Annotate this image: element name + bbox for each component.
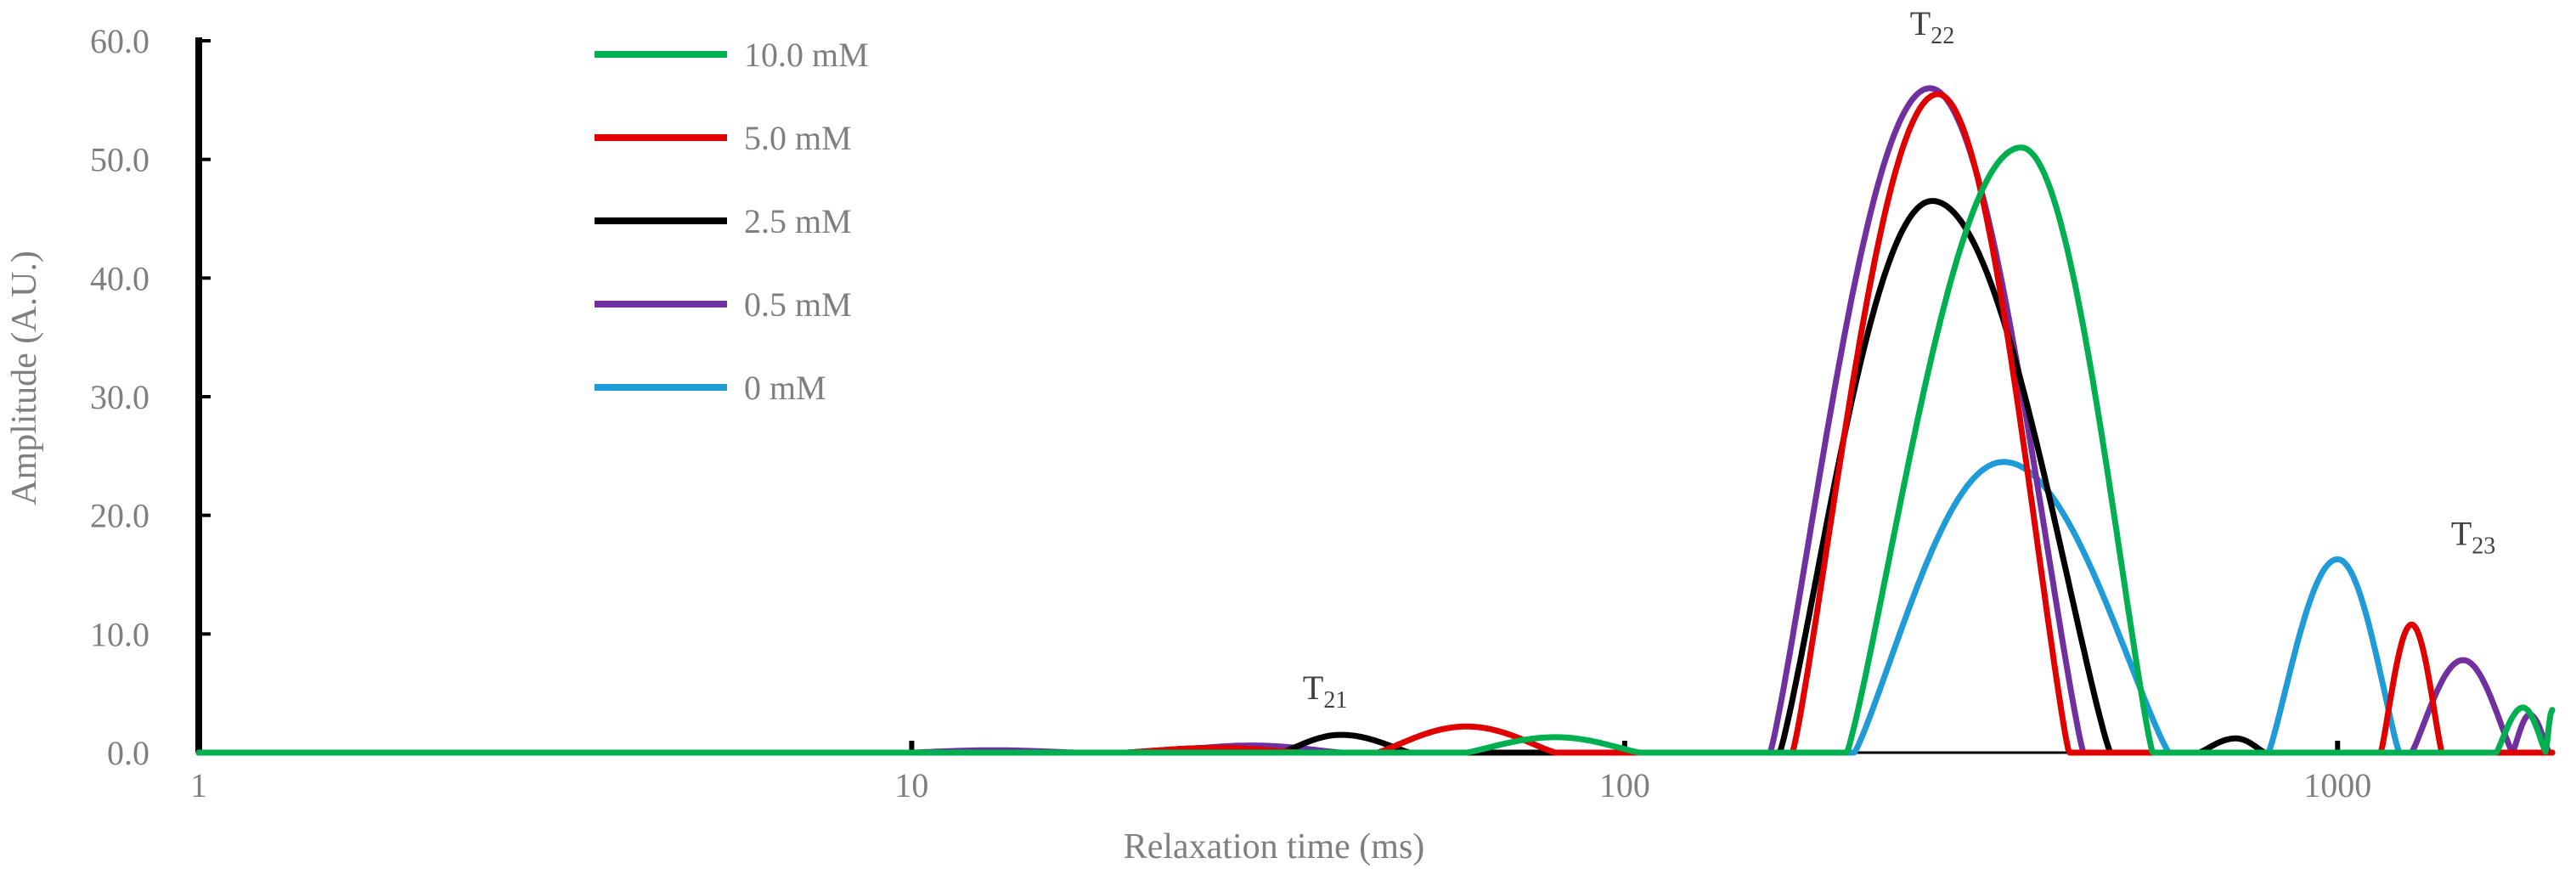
series-line-2-5-mm	[195, 198, 2556, 756]
legend-label: 5.0 mM	[744, 119, 852, 157]
y-tick-label: 20.0	[90, 497, 149, 535]
series-line-10-0-mm	[195, 144, 2556, 756]
peak-label: T23	[2451, 515, 2495, 560]
peak-label-subscript: 22	[1931, 23, 1954, 49]
y-tick-label: 0.0	[107, 734, 149, 772]
axes: 0.0 10.0 20.0 30.0 40.0 50.0 60.0 1 10 100 1000	[90, 22, 2552, 804]
series-line-0-5-mm	[195, 85, 2556, 756]
x-tick-label: 1000	[2303, 766, 2371, 804]
y-tick-label: 60.0	[90, 22, 149, 60]
peak-label-main: T	[1910, 4, 1931, 42]
legend-label: 0 mM	[744, 369, 826, 407]
peak-label-main: T	[1303, 669, 1323, 707]
series-layer	[195, 85, 2556, 756]
x-tick-label: 1	[190, 766, 207, 804]
legend-label: 2.5 mM	[744, 202, 852, 240]
series-line-0-mm	[195, 459, 2556, 756]
y-axis-title: Amplitude (A.U.)	[5, 251, 44, 505]
legend: 10.0 mM 5.0 mM 2.5 mM 0.5 mM 0 mM	[595, 36, 869, 407]
series-line-5-0-mm	[195, 91, 2556, 756]
peak-label-main: T	[2451, 515, 2472, 553]
peak-label: T22	[1910, 4, 1954, 49]
y-tick-label: 10.0	[90, 615, 149, 653]
y-tick-label: 40.0	[90, 259, 149, 297]
legend-label: 10.0 mM	[744, 36, 869, 74]
x-tick-label: 100	[1599, 766, 1650, 804]
peak-label-subscript: 21	[1323, 687, 1347, 714]
peak-label-subscript: 23	[2472, 533, 2495, 560]
x-axis-title: Relaxation time (ms)	[1124, 827, 1425, 866]
y-tick-label: 30.0	[90, 378, 149, 416]
peak-label: T21	[1303, 669, 1347, 714]
x-tick-label: 10	[894, 766, 928, 804]
legend-label: 0.5 mM	[744, 285, 852, 324]
y-tick-label: 50.0	[90, 141, 149, 179]
